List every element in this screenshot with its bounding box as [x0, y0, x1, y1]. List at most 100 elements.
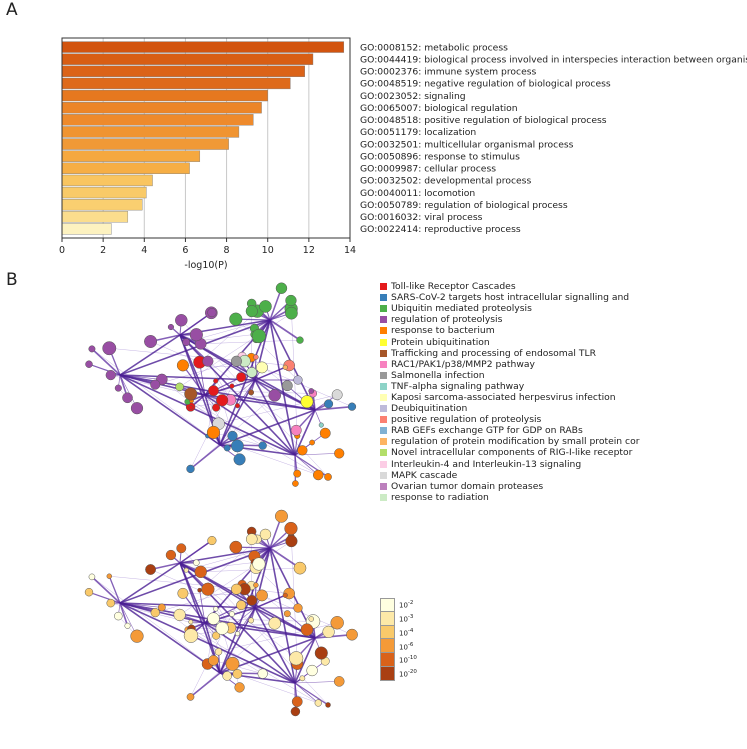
- network-node: [208, 385, 219, 397]
- network-node: [122, 392, 133, 404]
- legend-swatch: [380, 382, 387, 390]
- network-node: [291, 696, 303, 707]
- network-node: [258, 441, 267, 450]
- legend-label: Trafficking and processing of endosomal …: [391, 347, 596, 359]
- pvalue-color-scale: 10-2 10-3 10-4 10-6 10-10 10-20: [380, 598, 417, 681]
- go-enrichment-bar-chart: GO:0008152: metabolic processGO:0044419:…: [59, 37, 747, 270]
- network-node: [246, 367, 258, 378]
- network-node: [256, 589, 268, 602]
- legend-label: Ovarian tumor domain proteases: [391, 480, 544, 492]
- network-node: [293, 561, 307, 575]
- category-label: GO:0048519: negative regulation of biolo…: [360, 79, 611, 90]
- category-label: GO:0023052: signaling: [360, 91, 466, 102]
- x-tick-label: 8: [224, 245, 230, 256]
- network-node: [290, 706, 301, 717]
- network-node: [248, 389, 255, 396]
- bar: [61, 138, 229, 150]
- network-node: [145, 564, 156, 575]
- network-node: [213, 606, 219, 612]
- network-node: [229, 540, 243, 554]
- legend-swatch: [380, 371, 387, 379]
- legend-label: RAB GEFs exchange GTP for GDP on RABs: [391, 425, 583, 437]
- legend-item: regulation of proteolysis: [380, 314, 640, 325]
- x-tick-label: 2: [100, 245, 106, 256]
- network-node: [177, 587, 189, 599]
- scale-step: 10-6: [380, 639, 417, 654]
- network-node: [233, 453, 246, 466]
- network-node: [324, 473, 332, 481]
- network-node: [234, 682, 245, 693]
- legend-swatch: [380, 482, 387, 490]
- network-node: [229, 312, 243, 326]
- category-label: GO:0048518: positive regulation of biolo…: [360, 115, 607, 126]
- network-node: [234, 631, 241, 637]
- network-node: [207, 612, 220, 625]
- legend-swatch: [380, 393, 387, 401]
- network-node: [299, 675, 306, 682]
- network-node: [227, 430, 238, 441]
- network-node: [308, 616, 315, 622]
- network-node: [184, 387, 198, 401]
- network-node: [289, 651, 304, 666]
- network-node: [167, 323, 174, 331]
- scale-label: 10-2: [399, 600, 414, 610]
- network-node: [212, 631, 221, 640]
- network-node: [176, 359, 189, 372]
- legend-label: Interleukin-4 and Interleukin-13 signali…: [391, 458, 582, 470]
- bar: [61, 174, 153, 187]
- network-node: [248, 617, 255, 624]
- network-node: [106, 598, 116, 608]
- panel-label-b: B: [6, 270, 18, 290]
- network-node: [293, 375, 303, 385]
- category-label: GO:0022414: reproductive process: [360, 224, 521, 235]
- network-node: [88, 573, 96, 581]
- network-node: [347, 402, 357, 411]
- legend-item: Deubiquitination: [380, 403, 640, 414]
- network-node: [114, 611, 123, 621]
- legend-swatch: [380, 449, 387, 457]
- network-node: [283, 610, 291, 618]
- scale-label: 10-3: [399, 614, 414, 624]
- network-node: [225, 656, 240, 671]
- category-label: GO:0044419: biological process involved …: [360, 54, 747, 65]
- category-label: GO:0032502: developmental process: [360, 176, 531, 187]
- network-node: [232, 669, 243, 679]
- network-node: [213, 378, 219, 384]
- x-axis-label: -log10(P): [184, 260, 227, 270]
- network-node: [285, 306, 298, 320]
- network-node: [165, 549, 177, 561]
- network-node: [306, 664, 318, 677]
- bar: [61, 41, 345, 53]
- legend-item: Ovarian tumor domain proteases: [380, 481, 640, 492]
- legend-label: Kaposi sarcoma-associated herpesvirus in…: [391, 391, 616, 403]
- legend-label: Novel intracellular components of RIG-I-…: [391, 447, 633, 459]
- legend-item: Trafficking and processing of endosomal …: [380, 348, 640, 359]
- scale-step: 10-4: [380, 625, 417, 640]
- network-node: [144, 335, 158, 348]
- network-node: [114, 384, 122, 392]
- network-node: [188, 619, 194, 625]
- legend-item: RAC1/PAK1/p38/MMP2 pathway: [380, 359, 640, 370]
- network-node: [85, 360, 93, 368]
- legend-swatch: [380, 327, 387, 335]
- network-node: [194, 565, 207, 579]
- legend-item: Novel intracellular components of RIG-I-…: [380, 447, 640, 458]
- network-node: [208, 655, 219, 666]
- network-node: [290, 424, 302, 436]
- legend-swatch: [380, 316, 387, 324]
- bar: [61, 186, 147, 199]
- network-node: [222, 671, 232, 681]
- network-node: [324, 399, 334, 409]
- network-node: [314, 646, 328, 660]
- network-node: [268, 617, 281, 630]
- network-node: [197, 587, 202, 593]
- legend-swatch: [380, 427, 387, 435]
- bar: [61, 102, 262, 114]
- legend-item: Protein ubiquitination: [380, 336, 640, 348]
- legend-item: response to radiation: [380, 492, 640, 503]
- legend-item: Salmonella infection: [380, 370, 640, 381]
- scale-swatch: [380, 666, 395, 681]
- scale-label: 10-4: [399, 627, 414, 638]
- network-node: [268, 389, 281, 402]
- scale-step: 10-10: [380, 653, 417, 667]
